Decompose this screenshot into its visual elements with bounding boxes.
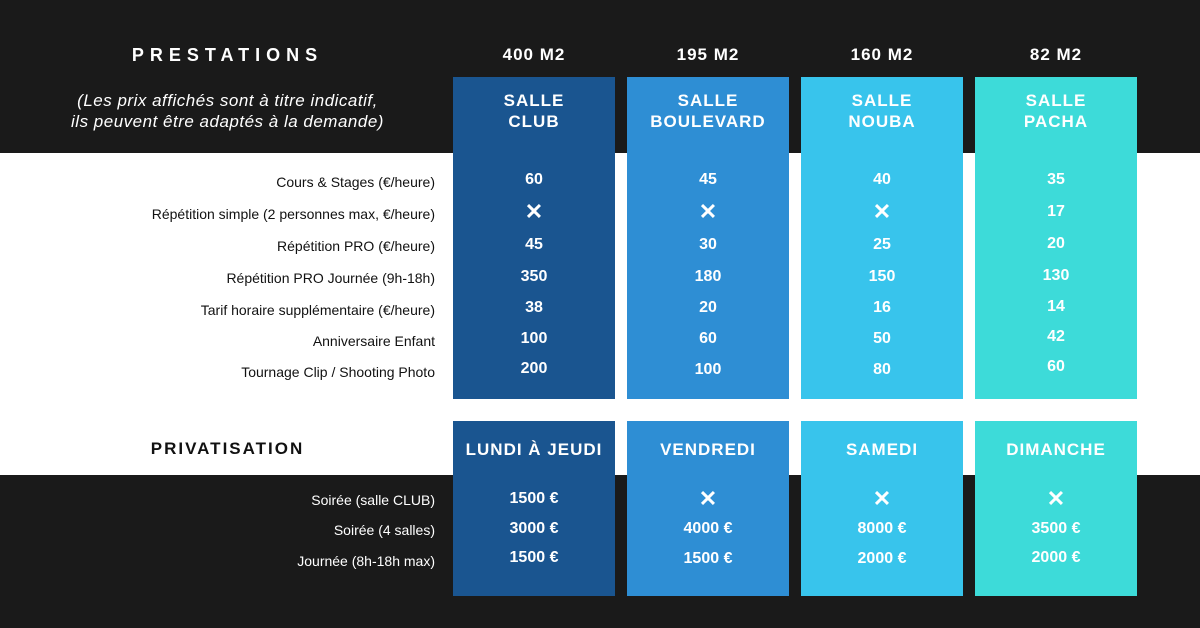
room-size-club: 400 M2 — [502, 45, 566, 64]
price-cell: 130 — [1042, 267, 1070, 284]
unavailable-icon: ✕ — [698, 199, 718, 224]
day-label: VENDREDI — [660, 440, 756, 459]
service-label: Répétition PRO Journée (9h-18h) — [226, 270, 435, 286]
room-name-line-1: SALLE — [1025, 91, 1087, 110]
price-cell: 16 — [873, 299, 891, 316]
privatisation-label: Journée (8h-18h max) — [297, 553, 435, 569]
price-cell: 20 — [699, 299, 717, 316]
price-cell: 100 — [520, 330, 548, 347]
price-note-line-2: ils peuvent être adaptés à la demande) — [71, 112, 384, 131]
privatisation-title: PRIVATISATION — [150, 439, 305, 458]
prestations-title: PRESTATIONS — [131, 45, 324, 65]
priv-column-boulevard: VENDREDI ✕ 4000 € 1500 € — [627, 421, 789, 596]
priv-price-cell: 8000 € — [857, 520, 907, 537]
unavailable-icon: ✕ — [872, 486, 892, 511]
price-note-line-1: (Les prix affichés sont à titre indicati… — [77, 91, 378, 110]
price-cell: 38 — [525, 299, 543, 316]
unavailable-icon: ✕ — [698, 486, 718, 511]
price-cell: 60 — [525, 171, 543, 188]
room-name: SALLE BOULEVARD — [627, 90, 789, 132]
unavailable-icon: ✕ — [524, 199, 544, 224]
price-cell: 17 — [1047, 203, 1065, 220]
price-cell: 350 — [520, 268, 548, 285]
privatisation-label: Soirée (salle CLUB) — [311, 492, 435, 508]
service-label: Tournage Clip / Shooting Photo — [241, 364, 435, 380]
price-cell: 200 — [520, 360, 548, 377]
column-club: SALLE CLUB 60 ✕ 45 350 38 100 200 — [453, 77, 615, 399]
price-cell: 60 — [699, 330, 717, 347]
service-label: Répétition simple (2 personnes max, €/he… — [151, 206, 435, 222]
price-cell: 50 — [873, 330, 891, 347]
price-note: (Les prix affichés sont à titre indicati… — [0, 90, 455, 132]
service-label: Anniversaire Enfant — [312, 333, 435, 349]
room-size-boulevard: 195 M2 — [676, 45, 740, 64]
service-label: Cours & Stages (€/heure) — [276, 174, 435, 190]
price-cell: 20 — [1047, 235, 1065, 252]
unavailable-icon: ✕ — [872, 199, 892, 224]
room-name-line-1: SALLE — [503, 91, 565, 110]
column-nouba: SALLE NOUBA 40 ✕ 25 150 16 50 80 — [801, 77, 963, 399]
room-name-line-2: PACHA — [1023, 112, 1089, 131]
room-name: SALLE PACHA — [975, 90, 1137, 132]
privatisation-label: Soirée (4 salles) — [333, 522, 435, 538]
price-cell: 14 — [1047, 298, 1065, 315]
price-cell: 45 — [699, 171, 717, 188]
priv-price-cell: 1500 € — [509, 549, 559, 566]
price-cell: 80 — [873, 361, 891, 378]
room-name-line-2: CLUB — [508, 112, 560, 131]
room-name-line-1: SALLE — [677, 91, 739, 110]
service-label: Tarif horaire supplémentaire (€/heure) — [200, 302, 435, 318]
price-cell: 180 — [694, 268, 722, 285]
price-cell: 30 — [699, 236, 717, 253]
price-cell: 100 — [694, 361, 722, 378]
room-name-line-1: SALLE — [851, 91, 913, 110]
price-cell: 150 — [868, 268, 896, 285]
room-name-line-2: NOUBA — [848, 112, 916, 131]
priv-price-cell: 3500 € — [1031, 520, 1081, 537]
priv-column-club: LUNDI À JEUDI 1500 € 3000 € 1500 € — [453, 421, 615, 596]
priv-column-nouba: SAMEDI ✕ 8000 € 2000 € — [801, 421, 963, 596]
column-pacha: SALLE PACHA 35 17 20 130 14 42 60 — [975, 77, 1137, 399]
price-cell: 42 — [1047, 328, 1065, 345]
column-boulevard: SALLE BOULEVARD 45 ✕ 30 180 20 60 100 — [627, 77, 789, 399]
priv-price-cell: 1500 € — [509, 490, 559, 507]
room-size-pacha: 82 M2 — [1029, 45, 1083, 64]
price-cell: 45 — [525, 236, 543, 253]
priv-price-cell: 2000 € — [1031, 549, 1081, 566]
priv-price-cell: 3000 € — [509, 520, 559, 537]
room-size-nouba: 160 M2 — [850, 45, 914, 64]
day-label: DIMANCHE — [1006, 440, 1106, 459]
price-cell: 60 — [1047, 358, 1065, 375]
service-label: Répétition PRO (€/heure) — [277, 238, 435, 254]
price-cell: 35 — [1047, 171, 1065, 188]
priv-price-cell: 4000 € — [683, 520, 733, 537]
priv-price-cell: 2000 € — [857, 550, 907, 567]
room-name: SALLE CLUB — [453, 90, 615, 132]
unavailable-icon: ✕ — [1046, 486, 1066, 511]
day-label: LUNDI À JEUDI — [465, 440, 603, 459]
price-cell: 40 — [873, 171, 891, 188]
day-label: SAMEDI — [845, 440, 919, 459]
price-cell: 25 — [873, 236, 891, 253]
priv-price-cell: 1500 € — [683, 550, 733, 567]
priv-column-pacha: DIMANCHE ✕ 3500 € 2000 € — [975, 421, 1137, 596]
room-name: SALLE NOUBA — [801, 90, 963, 132]
room-name-line-2: BOULEVARD — [650, 112, 766, 131]
